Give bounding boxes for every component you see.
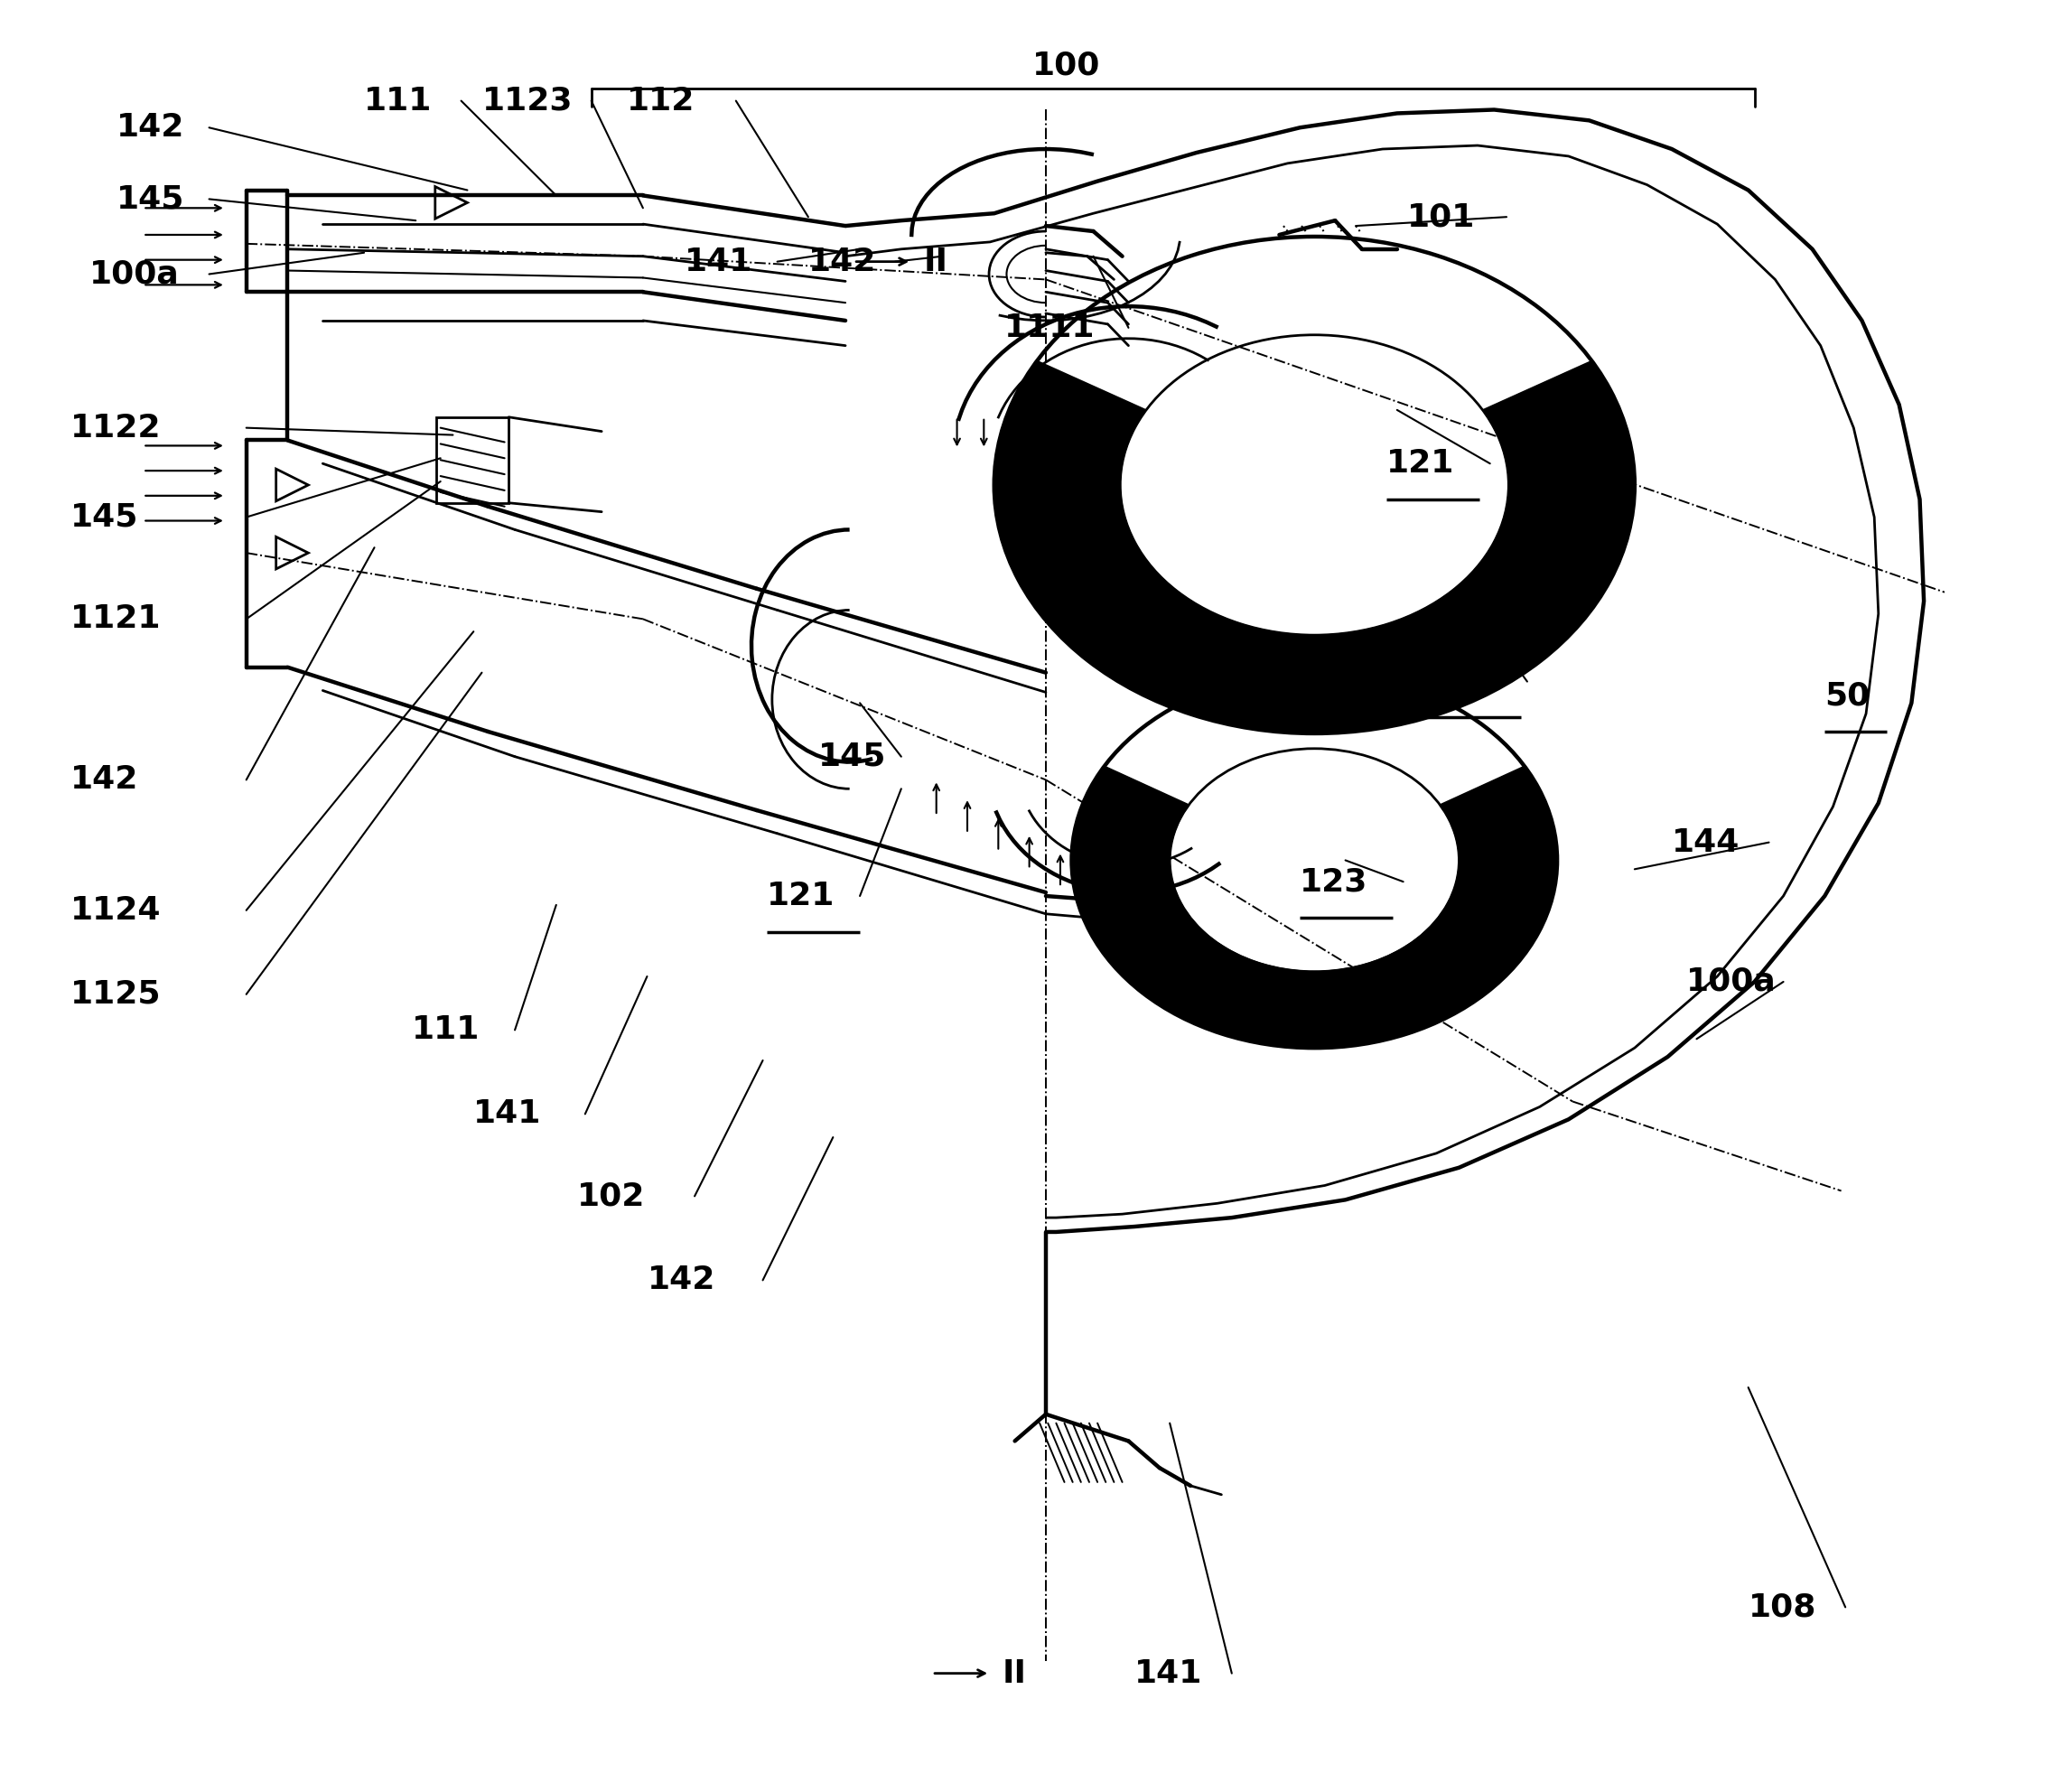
Text: 122: 122 xyxy=(1429,667,1495,697)
Text: 123: 123 xyxy=(1301,866,1369,898)
Text: 1111: 1111 xyxy=(1004,312,1096,342)
Text: 142: 142 xyxy=(116,113,184,143)
Text: 121: 121 xyxy=(1388,448,1454,478)
Text: II: II xyxy=(924,246,949,278)
Text: 108: 108 xyxy=(1748,1591,1816,1622)
Text: 145: 145 xyxy=(818,742,886,772)
Text: 142: 142 xyxy=(70,765,139,796)
Text: 101: 101 xyxy=(1408,201,1475,233)
Text: 100a: 100a xyxy=(1686,966,1777,996)
Text: 141: 141 xyxy=(474,1098,543,1129)
Text: 102: 102 xyxy=(578,1181,644,1211)
Text: 111: 111 xyxy=(412,1014,480,1045)
Text: 1122: 1122 xyxy=(70,412,162,443)
Text: 141: 141 xyxy=(1135,1658,1203,1688)
Text: 145: 145 xyxy=(116,185,184,215)
Text: 111: 111 xyxy=(364,86,433,116)
Text: 1125: 1125 xyxy=(70,978,162,1009)
Text: 100a: 100a xyxy=(89,258,180,290)
Text: 141: 141 xyxy=(683,246,752,278)
Text: 145: 145 xyxy=(70,502,139,532)
Text: 142: 142 xyxy=(808,246,876,278)
Text: II: II xyxy=(1002,1658,1027,1688)
Text: 142: 142 xyxy=(646,1265,714,1296)
Text: 1124: 1124 xyxy=(70,894,162,926)
Text: 144: 144 xyxy=(1671,828,1740,858)
Text: 1123: 1123 xyxy=(483,86,572,116)
Text: 121: 121 xyxy=(766,880,835,912)
Text: 50: 50 xyxy=(1825,681,1870,711)
Polygon shape xyxy=(994,360,1634,733)
Text: 112: 112 xyxy=(625,86,694,116)
Text: 100: 100 xyxy=(1033,50,1100,81)
Text: 1121: 1121 xyxy=(70,604,162,634)
Polygon shape xyxy=(1073,767,1555,1048)
